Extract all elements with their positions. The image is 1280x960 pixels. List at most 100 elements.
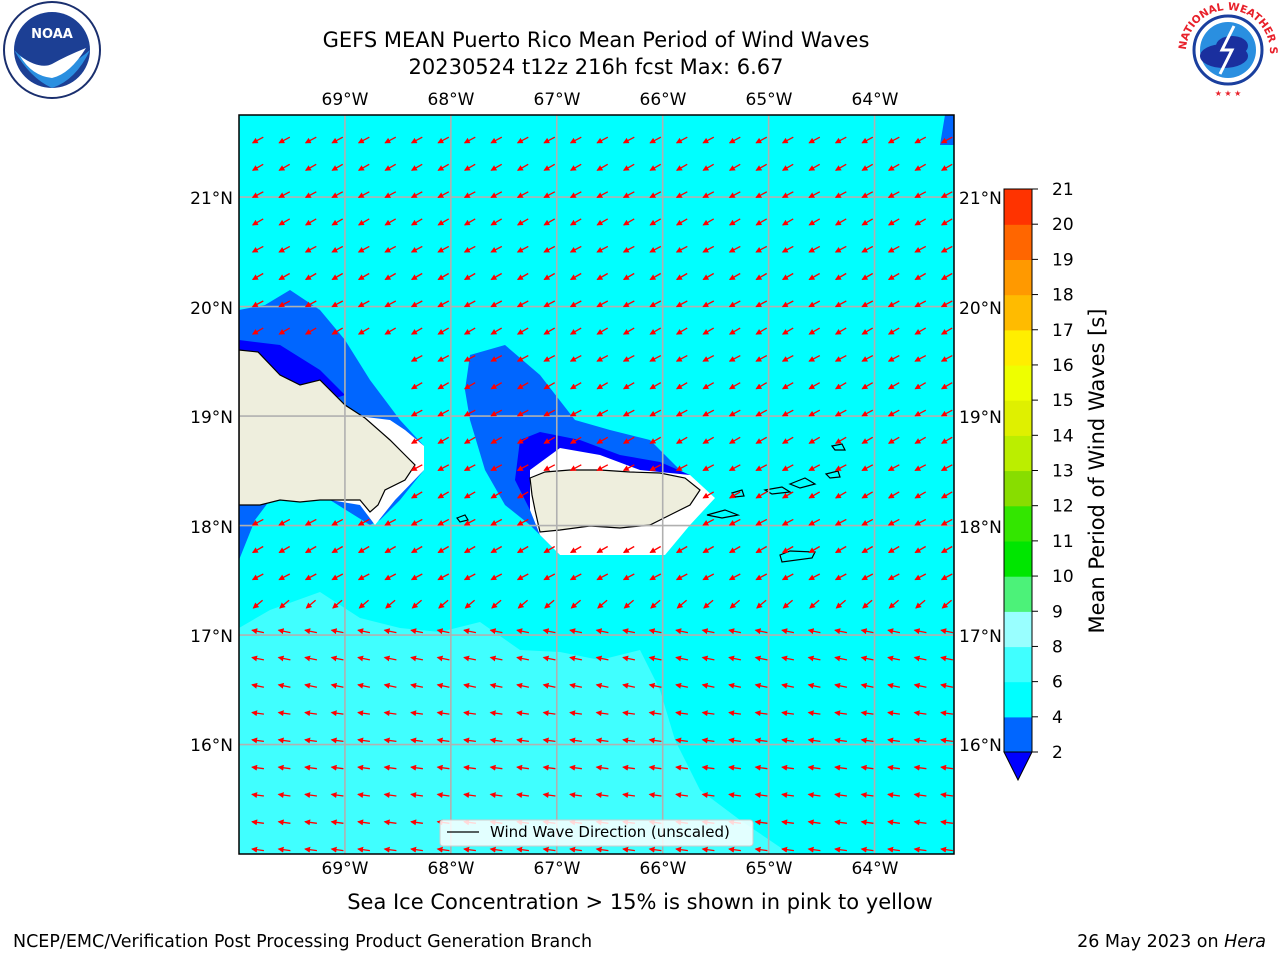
direction-arrow xyxy=(649,545,662,554)
lat-tick-left: 21°N xyxy=(190,189,233,209)
direction-arrow xyxy=(781,436,794,444)
colorbar-segment xyxy=(1004,400,1032,436)
direction-arrow xyxy=(437,272,450,281)
direction-arrow xyxy=(251,545,264,554)
direction-arrow xyxy=(622,436,635,444)
lat-tick-right: 20°N xyxy=(959,299,1002,319)
direction-arrow xyxy=(490,300,503,308)
direction-arrow xyxy=(781,191,794,198)
direction-arrow xyxy=(728,491,741,499)
direction-arrow xyxy=(251,764,264,771)
direction-arrow xyxy=(410,518,423,526)
colorbar-tick-label: 10 xyxy=(1052,567,1074,587)
direction-arrow xyxy=(887,327,900,335)
direction-arrow xyxy=(384,545,397,554)
direction-arrow xyxy=(702,191,715,198)
direction-arrow xyxy=(622,136,635,144)
direction-arrow xyxy=(754,846,768,853)
direction-arrow xyxy=(675,163,688,171)
direction-arrow xyxy=(861,245,874,253)
direction-arrow xyxy=(330,792,344,799)
direction-arrow xyxy=(279,599,290,609)
direction-arrow xyxy=(410,355,423,362)
direction-arrow xyxy=(278,518,291,526)
direction-arrow xyxy=(304,792,317,799)
direction-arrow xyxy=(358,599,370,609)
direction-arrow xyxy=(781,628,795,635)
direction-arrow xyxy=(489,682,503,689)
direction-arrow xyxy=(330,819,344,826)
direction-arrow xyxy=(596,382,609,390)
direction-arrow xyxy=(622,737,635,744)
direction-arrow xyxy=(569,245,582,253)
direction-arrow xyxy=(675,764,688,771)
direction-arrow xyxy=(808,327,821,335)
direction-arrow xyxy=(728,573,741,581)
direction-arrow xyxy=(304,245,317,253)
direction-arrow xyxy=(887,464,900,471)
direction-arrow xyxy=(357,819,370,826)
direction-arrow xyxy=(357,764,370,771)
direction-arrow xyxy=(914,518,927,526)
direction-arrow xyxy=(701,628,715,635)
direction-arrow xyxy=(675,710,688,717)
direction-arrow xyxy=(277,737,291,744)
direction-arrow xyxy=(251,327,264,335)
lon-tick-bottom: 64°W xyxy=(852,859,899,879)
direction-arrow xyxy=(384,163,397,171)
colorbar-segment xyxy=(1004,364,1032,401)
direction-arrow xyxy=(887,409,900,417)
direction-arrow xyxy=(650,599,661,609)
direction-arrow xyxy=(437,136,450,144)
direction-arrow xyxy=(649,382,662,390)
direction-arrow xyxy=(304,272,317,281)
direction-arrow xyxy=(887,819,900,826)
direction-arrow xyxy=(701,764,715,771)
direction-arrow xyxy=(489,846,503,853)
direction-arrow xyxy=(702,272,715,281)
direction-arrow xyxy=(304,682,318,689)
direction-arrow xyxy=(410,382,423,390)
direction-arrow xyxy=(569,464,582,471)
direction-arrow xyxy=(834,191,847,198)
direction-arrow xyxy=(251,191,264,198)
direction-arrow xyxy=(569,545,582,554)
direction-arrow xyxy=(729,599,741,609)
direction-arrow xyxy=(569,272,582,281)
direction-arrow xyxy=(410,545,423,554)
direction-arrow xyxy=(914,573,927,581)
direction-arrow xyxy=(781,355,794,362)
direction-arrow xyxy=(914,191,927,198)
direction-arrow xyxy=(702,464,715,471)
direction-arrow xyxy=(357,245,370,253)
direction-arrow xyxy=(463,737,476,744)
direction-arrow xyxy=(463,355,476,362)
direction-arrow xyxy=(357,327,370,335)
direction-arrow xyxy=(437,191,450,198)
direction-arrow xyxy=(940,518,953,526)
direction-arrow xyxy=(781,682,795,689)
direction-arrow xyxy=(622,846,635,853)
direction-arrow xyxy=(463,464,476,471)
direction-arrow xyxy=(595,628,609,635)
direction-arrow xyxy=(808,409,821,417)
direction-arrow xyxy=(834,737,847,744)
direction-arrow xyxy=(437,545,450,554)
direction-arrow xyxy=(596,272,609,281)
direction-arrow xyxy=(410,764,423,771)
direction-arrow xyxy=(781,491,794,499)
direction-arrow xyxy=(834,710,847,717)
direction-arrow xyxy=(834,655,848,662)
direction-arrow xyxy=(622,545,635,554)
direction-arrow xyxy=(463,382,476,390)
direction-arrow xyxy=(807,682,821,689)
direction-arrow xyxy=(569,682,583,689)
direction-arrow xyxy=(701,682,715,689)
direction-arrow xyxy=(887,628,901,635)
direction-arrow xyxy=(330,764,344,771)
island-anegada xyxy=(824,470,841,479)
direction-arrow xyxy=(330,710,344,717)
direction-arrow xyxy=(304,136,317,144)
direction-arrow xyxy=(410,491,423,499)
direction-arrow xyxy=(304,218,317,226)
